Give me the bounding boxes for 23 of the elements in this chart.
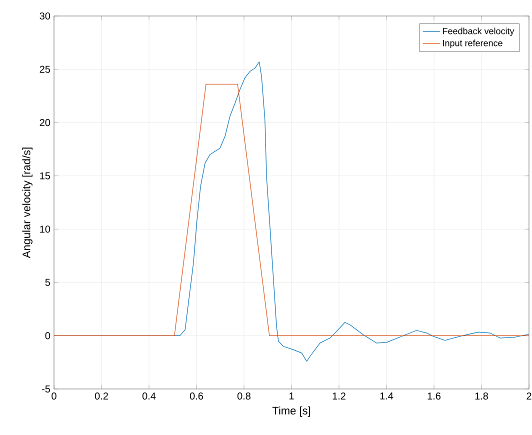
x-tick-label: 1.8	[475, 392, 488, 400]
x-tick-label: 1	[289, 392, 294, 400]
x-axis-title: Time [s]	[272, 406, 310, 417]
x-tick-label: 1.6	[428, 392, 441, 400]
x-tick-label: 0.4	[142, 392, 156, 400]
legend-label: Input reference	[443, 40, 502, 48]
x-tick-label: 0	[52, 392, 56, 400]
y-tick-label: 20	[40, 119, 50, 126]
y-tick-label: 15	[40, 172, 50, 180]
y-tick-label: 5	[45, 278, 50, 286]
x-tick-label: 0.8	[237, 392, 251, 400]
y-tick-label: 25	[40, 66, 50, 73]
x-tick-label: 2	[526, 392, 532, 400]
x-tick-label: 0.2	[94, 392, 108, 400]
x-tick-label: 0.6	[190, 392, 204, 400]
y-tick-label: -5	[42, 385, 50, 392]
y-tick-label: 30	[40, 12, 50, 20]
x-tick-label: 1.2	[332, 392, 346, 400]
y-tick-label: 10	[40, 226, 50, 233]
legend-label: Feedback velocity	[443, 28, 514, 36]
y-axis-title: Angular velocity [rad/s]	[22, 148, 32, 258]
y-tick-label: 0	[45, 332, 50, 340]
x-tick-label: 1.4	[380, 392, 394, 400]
